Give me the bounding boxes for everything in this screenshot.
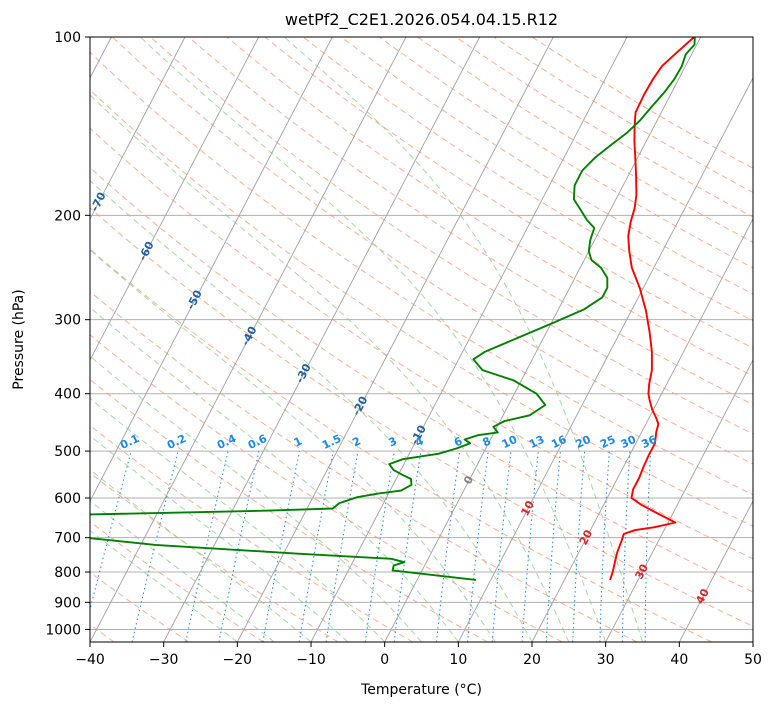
isotherm-label: 10 bbox=[518, 498, 537, 518]
x-tick-label: −10 bbox=[296, 652, 326, 668]
dry-adiabat-line bbox=[90, 424, 414, 642]
y-tick-label: 800 bbox=[54, 565, 81, 581]
isotherm-line bbox=[163, 37, 481, 642]
mixing-ratio-line bbox=[572, 451, 586, 642]
y-axis-ticks: 100 200 300 400 500 600 700 800 900 1000 bbox=[45, 30, 90, 638]
mixing-ratio-label: 30 bbox=[619, 433, 639, 451]
y-tick-label: 200 bbox=[54, 208, 81, 224]
x-tick-label: 30 bbox=[597, 652, 615, 668]
mixing-ratio-label: 36 bbox=[639, 433, 659, 451]
x-tick-label: −20 bbox=[223, 652, 253, 668]
y-tick-label: 300 bbox=[54, 313, 81, 329]
y-tick-label: 900 bbox=[54, 595, 81, 611]
isotherm-label: 30 bbox=[632, 562, 651, 582]
y-axis-title: Pressure (hPa) bbox=[11, 289, 27, 389]
dry-adiabat-line bbox=[90, 571, 190, 642]
mixing-ratio-line bbox=[521, 451, 539, 642]
y-tick-label: 1000 bbox=[45, 622, 81, 638]
x-tick-label: 40 bbox=[670, 652, 688, 668]
x-axis-title: Temperature (°C) bbox=[360, 682, 482, 698]
mixing-ratio-line bbox=[325, 451, 359, 642]
mixing-ratio-line bbox=[599, 451, 610, 642]
mixing-ratio-label: 20 bbox=[574, 433, 594, 451]
moist-adiabat-line bbox=[140, 37, 607, 642]
isotherm-line bbox=[605, 358, 753, 642]
moist-adiabat-line bbox=[90, 306, 459, 642]
dry-adiabat-line bbox=[90, 290, 638, 642]
moist-adiabat-line bbox=[284, 37, 643, 642]
dry-adiabat-line bbox=[90, 248, 712, 642]
isotherm-line bbox=[678, 500, 753, 642]
temperature-trace bbox=[609, 37, 695, 581]
mixing-ratio-label: 13 bbox=[527, 433, 546, 451]
dry-adiabats bbox=[90, 37, 753, 642]
isotherm-line bbox=[90, 37, 333, 502]
isotherm-line bbox=[90, 37, 186, 220]
mixing-ratio-line bbox=[262, 451, 300, 642]
x-axis-ticks: −40 −30 −20 −10 0 10 20 30 40 50 bbox=[75, 642, 762, 668]
moist-adiabat-line bbox=[90, 435, 349, 642]
isotherm-line bbox=[384, 37, 702, 642]
dry-adiabat-line bbox=[90, 89, 753, 527]
mixing-ratio-line bbox=[298, 451, 334, 642]
x-tick-label: 50 bbox=[744, 652, 762, 668]
isotherm-line bbox=[90, 37, 260, 361]
x-tick-label: −40 bbox=[75, 652, 105, 668]
x-tick-label: −30 bbox=[149, 652, 179, 668]
moist-adiabat-line bbox=[90, 94, 570, 642]
mixing-ratio-line bbox=[621, 451, 631, 642]
x-tick-label: 20 bbox=[523, 652, 541, 668]
x-tick-label: 0 bbox=[380, 652, 389, 668]
moist-adiabat-line bbox=[90, 179, 533, 642]
dewpoint-trace bbox=[90, 37, 696, 581]
dry-adiabat-line bbox=[90, 166, 753, 593]
y-tick-label: 100 bbox=[54, 30, 81, 46]
mixing-ratio-label: 25 bbox=[598, 433, 617, 451]
isotherm-line bbox=[457, 76, 753, 642]
y-tick-label: 400 bbox=[54, 387, 81, 403]
moist-adiabat-line bbox=[90, 249, 496, 642]
mixing-ratio-line bbox=[644, 451, 652, 642]
mixing-ratio-label: 10 bbox=[500, 433, 520, 451]
y-tick-label: 700 bbox=[54, 531, 81, 547]
isotherm-line bbox=[531, 217, 753, 642]
x-tick-label: 10 bbox=[449, 652, 467, 668]
y-tick-label: 500 bbox=[54, 444, 81, 460]
dry-adiabat-line bbox=[340, 37, 753, 295]
mixing-ratio-line bbox=[435, 451, 461, 642]
sounding-traces bbox=[90, 37, 696, 581]
chart-title: wetPf2_C2E1.2026.054.04.15.R12 bbox=[285, 10, 558, 30]
isotherm-line bbox=[90, 37, 407, 642]
isotherm-line bbox=[310, 37, 628, 642]
isotherms bbox=[90, 37, 753, 642]
mixing-ratio-line bbox=[467, 451, 489, 642]
plot-frame bbox=[89, 36, 754, 643]
mixing-ratio-line bbox=[364, 451, 395, 642]
mixing-ratio-line bbox=[545, 451, 561, 642]
mixing-ratio-lines bbox=[90, 450, 652, 642]
mixing-ratio-line bbox=[218, 450, 260, 642]
moist-adiabat-line bbox=[90, 468, 312, 642]
dry-adiabat-line bbox=[90, 378, 488, 642]
isotherm-label: 40 bbox=[693, 586, 712, 606]
mixing-ratio-label: 16 bbox=[549, 433, 569, 451]
isotherm-label: 20 bbox=[577, 527, 596, 547]
dry-adiabat-line bbox=[188, 37, 753, 406]
plot-area: -100-90-80-70-60-50-40-30-20-10010203040… bbox=[90, 37, 753, 642]
isotherm-line bbox=[236, 37, 554, 642]
y-tick-label: 600 bbox=[54, 491, 81, 507]
mixing-ratio-line bbox=[491, 451, 512, 642]
dry-adiabat-line bbox=[90, 51, 753, 496]
dry-adiabat-line bbox=[226, 37, 753, 377]
